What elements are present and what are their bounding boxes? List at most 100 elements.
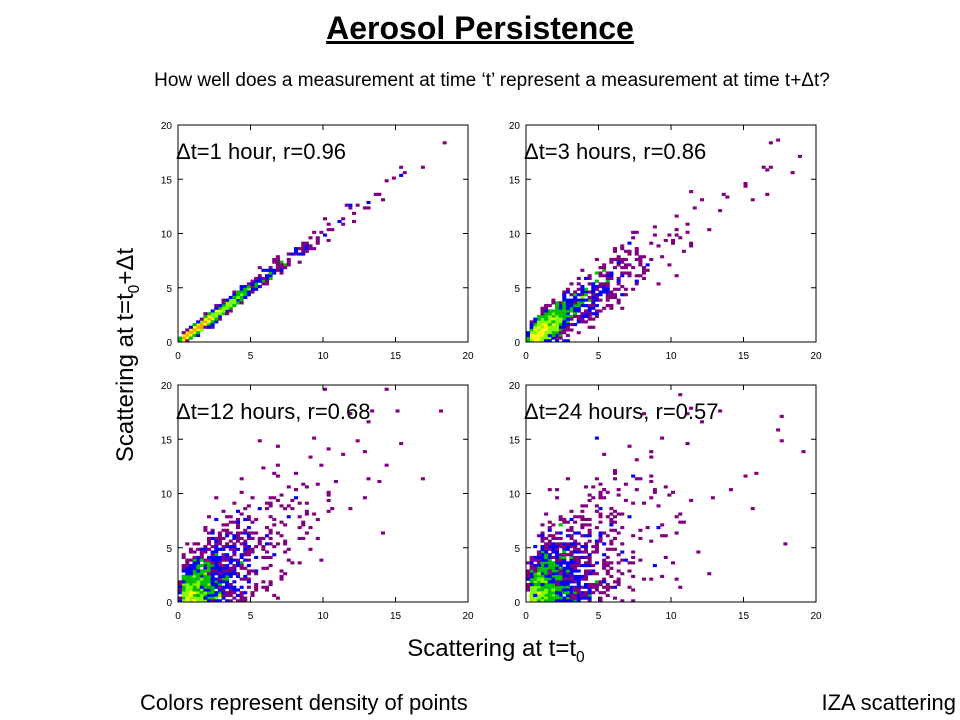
- density-cell: [315, 517, 320, 522]
- density-cell: [551, 583, 556, 587]
- density-cell: [602, 558, 607, 562]
- x-tick-label: 10: [665, 611, 677, 622]
- density-cell: [188, 593, 193, 597]
- density-cell: [620, 274, 625, 278]
- density-cell: [779, 439, 784, 443]
- density-cell: [221, 585, 226, 589]
- density-cell: [551, 323, 556, 327]
- density-cell: [649, 450, 654, 454]
- density-cell: [192, 572, 197, 576]
- density-cell: [265, 526, 270, 530]
- density-cell: [551, 569, 556, 573]
- density-cell: [326, 490, 331, 494]
- density-cell: [616, 298, 621, 302]
- density-cell: [623, 293, 628, 297]
- density-cell: [185, 564, 190, 568]
- density-cell: [623, 257, 628, 262]
- density-cell: [558, 574, 563, 578]
- density-cell: [188, 566, 193, 570]
- density-cell: [544, 328, 549, 332]
- density-cell: [214, 306, 219, 310]
- density-cell: [199, 583, 204, 587]
- density-cell: [217, 555, 222, 559]
- density-cell: [667, 493, 672, 497]
- density-cell: [192, 555, 197, 559]
- density-cell: [761, 165, 766, 169]
- density-cell: [533, 555, 538, 559]
- density-cell: [689, 406, 694, 410]
- density-cell: [246, 287, 251, 291]
- density-cell: [529, 331, 534, 335]
- density-cell: [573, 564, 578, 568]
- density-cell: [294, 488, 299, 492]
- density-cell: [555, 323, 560, 327]
- density-cell: [254, 583, 259, 587]
- density-cell: [533, 325, 538, 329]
- density-cell: [671, 490, 676, 494]
- density-cell: [652, 564, 657, 568]
- density-cell: [257, 439, 262, 443]
- density-cell: [232, 588, 237, 592]
- density-cell: [181, 593, 186, 597]
- density-cell: [587, 591, 592, 595]
- density-cell: [239, 585, 244, 589]
- density-cell: [196, 583, 201, 587]
- density-cell: [188, 599, 193, 603]
- density-cell: [565, 298, 570, 302]
- density-cell: [631, 561, 636, 565]
- density-cell: [562, 517, 567, 522]
- y-tick-label: 5: [514, 284, 520, 295]
- density-cell: [587, 564, 592, 568]
- density-cell: [797, 154, 802, 158]
- density-cell: [250, 547, 255, 551]
- density-cell: [188, 331, 193, 335]
- density-cell: [569, 561, 574, 565]
- density-cell: [569, 591, 574, 595]
- density-cell: [616, 301, 621, 305]
- density-cell: [584, 504, 589, 508]
- density-cell: [286, 547, 291, 551]
- density-cell: [246, 531, 251, 535]
- density-cell: [555, 317, 560, 321]
- density-cell: [279, 534, 284, 538]
- density-cell: [613, 515, 618, 519]
- density-cell: [536, 588, 541, 592]
- y-tick-label: 0: [514, 338, 520, 349]
- density-cell: [613, 293, 618, 297]
- density-cell: [631, 550, 636, 554]
- density-cell: [594, 293, 599, 297]
- density-cell: [605, 555, 610, 559]
- density-cell: [660, 436, 665, 440]
- density-cell: [580, 545, 585, 549]
- density-cell: [620, 260, 625, 264]
- density-cell: [221, 569, 226, 573]
- density-cell: [551, 574, 556, 578]
- density-cell: [576, 293, 581, 297]
- density-cell: [547, 328, 552, 332]
- density-cell: [605, 287, 610, 291]
- density-cell: [185, 566, 190, 570]
- density-cell: [268, 580, 273, 584]
- density-cell: [304, 485, 309, 489]
- density-cell: [257, 276, 262, 281]
- density-cell: [199, 572, 204, 576]
- density-cell: [627, 515, 632, 519]
- density-cell: [555, 312, 560, 316]
- density-cell: [533, 591, 538, 595]
- density-cell: [246, 285, 251, 289]
- density-cell: [555, 580, 560, 584]
- y-tick-label: 10: [509, 490, 521, 501]
- density-cell: [207, 572, 212, 576]
- density-cell: [573, 545, 578, 549]
- density-cell: [565, 593, 570, 597]
- density-cell: [689, 498, 694, 503]
- x-tick-label: 5: [596, 351, 602, 362]
- density-cell: [551, 333, 556, 337]
- density-cell: [265, 566, 270, 570]
- density-cell: [279, 493, 284, 497]
- density-cell: [366, 477, 371, 481]
- density-cell: [214, 596, 219, 600]
- density-cell: [547, 312, 552, 316]
- density-cell: [239, 298, 244, 302]
- density-cell: [580, 577, 585, 581]
